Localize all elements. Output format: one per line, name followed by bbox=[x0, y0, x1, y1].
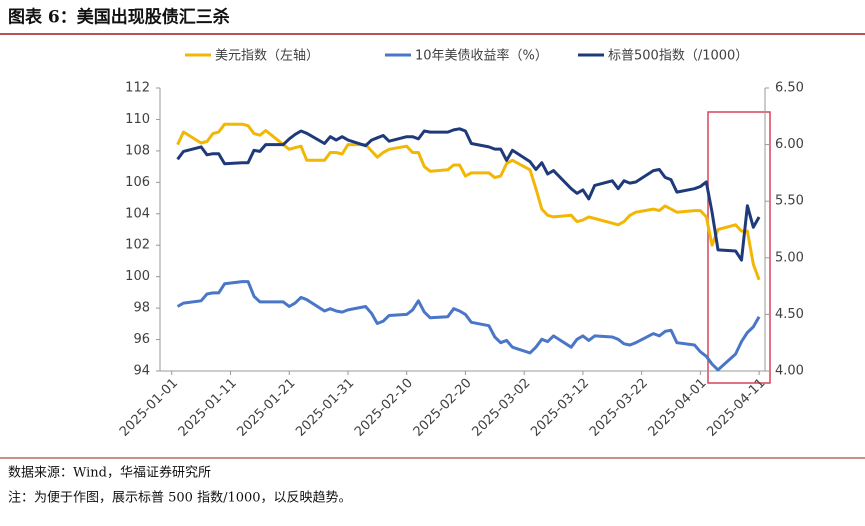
note: 注：为便于作图，展示标普 500 指数/1000，以反映趋势。 bbox=[8, 490, 352, 506]
y-tick-label: 110 bbox=[125, 112, 150, 127]
x-tick-label: 2025-01-21 bbox=[234, 376, 298, 440]
series-line bbox=[176, 127, 761, 262]
series-line bbox=[176, 280, 761, 372]
y-tick-label: 98 bbox=[133, 301, 150, 316]
legend-label: 美元指数（左轴） bbox=[215, 49, 319, 64]
x-tick-label: 2025-03-22 bbox=[587, 376, 651, 440]
x-tick-label: 2025-04-01 bbox=[646, 376, 710, 440]
y2-tick-label: 6.50 bbox=[775, 81, 804, 96]
highlight-box bbox=[707, 111, 771, 384]
x-tick-label: 2025-02-10 bbox=[352, 376, 416, 440]
y-tick-label: 104 bbox=[125, 206, 150, 221]
x-tick-label: 2025-03-02 bbox=[469, 376, 533, 440]
x-tick-label: 2025-04-11 bbox=[704, 376, 768, 440]
x-tick-label: 2025-01-31 bbox=[293, 376, 357, 440]
y-tick-label: 100 bbox=[125, 269, 150, 284]
y-tick-label: 106 bbox=[125, 175, 150, 190]
y-tick-label: 112 bbox=[125, 81, 150, 96]
y2-tick-label: 5.00 bbox=[775, 250, 804, 265]
x-tick-label: 2025-01-01 bbox=[117, 376, 181, 440]
legend-label: 标普500指数（/1000） bbox=[608, 49, 748, 64]
x-tick-label: 2025-03-12 bbox=[528, 376, 592, 440]
y-tick-label: 94 bbox=[133, 364, 150, 379]
y2-tick-label: 4.00 bbox=[775, 364, 804, 379]
source: 数据来源：Wind，华福证券研究所 bbox=[8, 465, 211, 481]
series-line bbox=[176, 122, 761, 281]
chart-title: 图表 6：美国出现股债汇三杀 bbox=[8, 7, 230, 28]
y2-tick-label: 4.50 bbox=[775, 307, 804, 322]
y-tick-label: 102 bbox=[125, 238, 150, 253]
y2-tick-label: 6.00 bbox=[775, 137, 804, 152]
y-tick-label: 108 bbox=[125, 143, 150, 158]
x-tick-label: 2025-02-20 bbox=[411, 376, 475, 440]
x-tick-label: 2025-01-11 bbox=[176, 376, 240, 440]
legend-label: 10年美债收益率（%） bbox=[415, 48, 548, 64]
y-tick-label: 96 bbox=[133, 332, 150, 347]
y2-tick-label: 5.50 bbox=[775, 194, 804, 209]
